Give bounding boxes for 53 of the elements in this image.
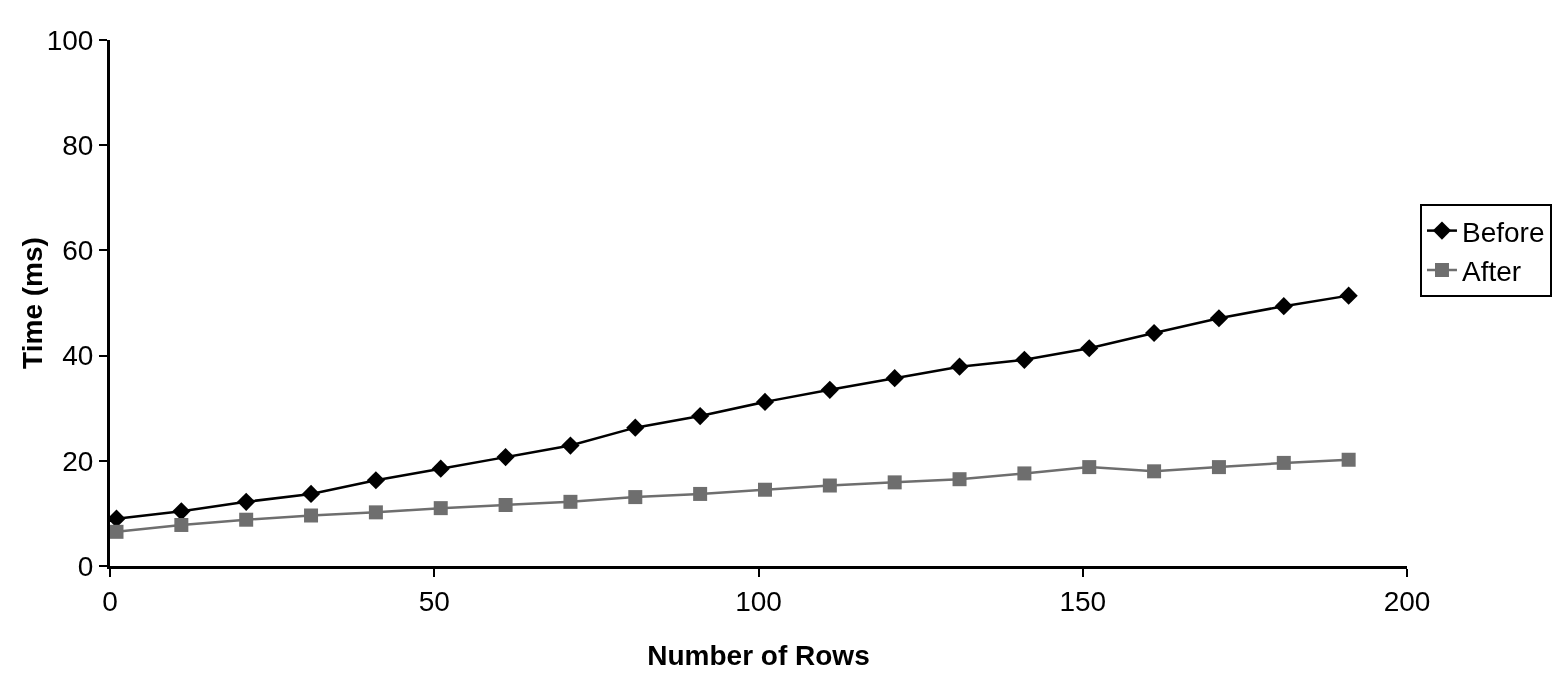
point xyxy=(1341,452,1356,467)
point xyxy=(1080,339,1099,358)
point xyxy=(366,471,385,490)
point xyxy=(239,512,254,527)
point xyxy=(174,517,189,532)
y-tick-label: 80 xyxy=(62,130,94,161)
point xyxy=(757,482,772,497)
x-tick-label: 150 xyxy=(1059,585,1107,617)
point xyxy=(1211,460,1226,475)
point xyxy=(822,478,837,493)
y-axis-title: Time (ms) xyxy=(17,237,48,369)
legend-label: Before xyxy=(1461,216,1545,248)
point xyxy=(368,505,383,520)
point xyxy=(755,392,775,411)
point xyxy=(1209,309,1229,328)
point xyxy=(820,380,839,399)
point xyxy=(693,486,708,501)
y-tick-label: 0 xyxy=(77,550,94,582)
point xyxy=(1274,297,1293,316)
point xyxy=(1017,466,1032,481)
point xyxy=(952,472,967,487)
point xyxy=(496,448,515,467)
point xyxy=(1082,460,1097,475)
point xyxy=(561,436,580,455)
point xyxy=(691,406,710,426)
y-tick-label: 100 xyxy=(46,24,94,56)
point xyxy=(1144,323,1164,343)
point xyxy=(431,459,450,478)
point xyxy=(301,484,321,504)
point xyxy=(1147,464,1162,479)
y-tick-label: 20 xyxy=(62,445,94,477)
x-axis-title: Number of Rows xyxy=(647,639,870,671)
point xyxy=(304,508,319,523)
point xyxy=(237,492,256,511)
x-tick-label: 0 xyxy=(102,585,118,617)
point xyxy=(563,494,578,509)
point xyxy=(110,524,124,539)
point xyxy=(1276,455,1291,470)
point xyxy=(887,475,902,490)
point xyxy=(1339,286,1358,305)
legend-label: After xyxy=(1461,255,1522,287)
point xyxy=(628,490,643,505)
point xyxy=(626,418,645,437)
x-tick-label: 100 xyxy=(735,585,782,617)
point xyxy=(433,501,448,516)
point xyxy=(498,497,513,512)
point xyxy=(885,369,904,388)
y-tick-label: 40 xyxy=(62,340,94,372)
point xyxy=(950,357,969,376)
y-tick-label: 60 xyxy=(62,235,94,267)
x-tick-label: 50 xyxy=(418,585,450,617)
point xyxy=(1015,350,1034,369)
x-tick-label: 200 xyxy=(1383,585,1431,617)
